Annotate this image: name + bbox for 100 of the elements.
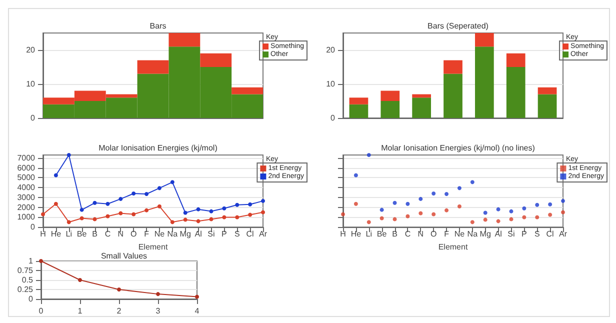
point (222, 215, 226, 220)
y-tick-label: 6000 (17, 163, 36, 172)
chart-title: Bars (150, 22, 166, 30)
y-tick-label: 1 (28, 256, 34, 266)
bar (475, 33, 494, 47)
bar (380, 101, 400, 118)
point (418, 211, 423, 216)
x-tick-label: Mg (480, 230, 491, 239)
x-tick-label: Na (167, 230, 178, 239)
point (144, 192, 149, 196)
point (496, 207, 500, 212)
x-tick-label: 0 (38, 306, 44, 316)
bar (506, 53, 526, 67)
x-tick-label: O (430, 230, 437, 239)
x-tick-label: Si (508, 230, 516, 239)
point (39, 259, 43, 263)
point (106, 202, 110, 206)
x-tick-label: P (222, 230, 227, 239)
point (535, 215, 540, 220)
point (548, 202, 552, 206)
y-tick-label: 0.5 (22, 276, 34, 284)
point (183, 218, 188, 222)
point (457, 204, 462, 208)
y-tick-label: 0 (28, 294, 34, 304)
x-axis-title: Element (438, 242, 468, 252)
x-tick-label: Be (376, 230, 388, 239)
y-tick-label: 20 (26, 46, 36, 54)
y-tick-label: 5000 (17, 173, 36, 182)
point (380, 216, 384, 220)
y-tick-label: 4000 (17, 183, 36, 192)
y-tick-label: 3000 (17, 192, 36, 202)
point (354, 202, 358, 206)
x-tick-label: P (522, 230, 527, 239)
point (457, 186, 462, 190)
bar (412, 94, 431, 98)
x-tick-label: H (40, 230, 46, 239)
point (561, 210, 565, 214)
point (196, 219, 200, 224)
point (118, 211, 123, 216)
point (78, 278, 82, 282)
chart-title: Small Values (100, 252, 148, 260)
point (235, 215, 240, 220)
chart-title: Molar Ionisation Energies (kj/mol) (98, 144, 218, 152)
bar (168, 33, 200, 47)
x-tick-label: 4 (194, 306, 200, 316)
x-tick-label: 1 (78, 306, 83, 316)
point (209, 209, 214, 214)
point (522, 206, 526, 210)
point (80, 208, 84, 212)
point (54, 202, 58, 206)
point (406, 214, 410, 218)
point (561, 198, 565, 203)
point (432, 212, 436, 216)
x-tick-label: He (350, 230, 362, 239)
point (432, 192, 436, 196)
y-tick-label: 7000 (17, 153, 36, 162)
x-tick-label: O (130, 230, 137, 239)
point (41, 212, 45, 216)
y-tick-label: 0.75 (17, 266, 34, 275)
bar (444, 74, 462, 118)
y-tick-label: 2000 (17, 202, 36, 212)
point (209, 217, 214, 222)
x-tick-label: N (418, 230, 424, 239)
x-tick-label: Be (76, 230, 88, 239)
point (117, 288, 121, 292)
bar (444, 60, 462, 74)
x-tick-label: F (444, 230, 450, 239)
point (470, 220, 474, 224)
x-tick-label: Li (366, 230, 372, 239)
point (522, 215, 526, 220)
point (183, 210, 188, 215)
point (392, 217, 397, 222)
chart-title: Molar Ionisation Energies (kj/mol) (no lines) (381, 144, 536, 152)
bar (232, 87, 263, 94)
x-tick-label: Al (494, 230, 502, 239)
point (444, 192, 449, 196)
y-tick-label: 0 (330, 114, 336, 122)
x-tick-label: F (144, 230, 150, 239)
x-tick-label: Cl (246, 230, 254, 239)
bar (506, 67, 526, 118)
x-tick-label: Ar (559, 230, 568, 239)
x-tick-label: 2 (116, 306, 122, 316)
point (222, 206, 226, 210)
point (470, 180, 474, 184)
x-tick-label: Mg (180, 230, 191, 239)
x-tick-label: He (50, 230, 62, 239)
x-tick-label: Li (66, 230, 72, 239)
x-tick-label: B (92, 230, 98, 239)
point (366, 220, 371, 224)
point (92, 217, 97, 222)
x-tick-label: H (340, 230, 346, 239)
point (496, 219, 500, 224)
x-tick-label: Ne (154, 230, 166, 239)
bar (349, 104, 368, 118)
point (261, 198, 265, 203)
point (235, 202, 240, 207)
point (418, 196, 423, 201)
y-tick-label: 10 (26, 80, 36, 88)
point (483, 218, 488, 222)
point (380, 208, 384, 212)
